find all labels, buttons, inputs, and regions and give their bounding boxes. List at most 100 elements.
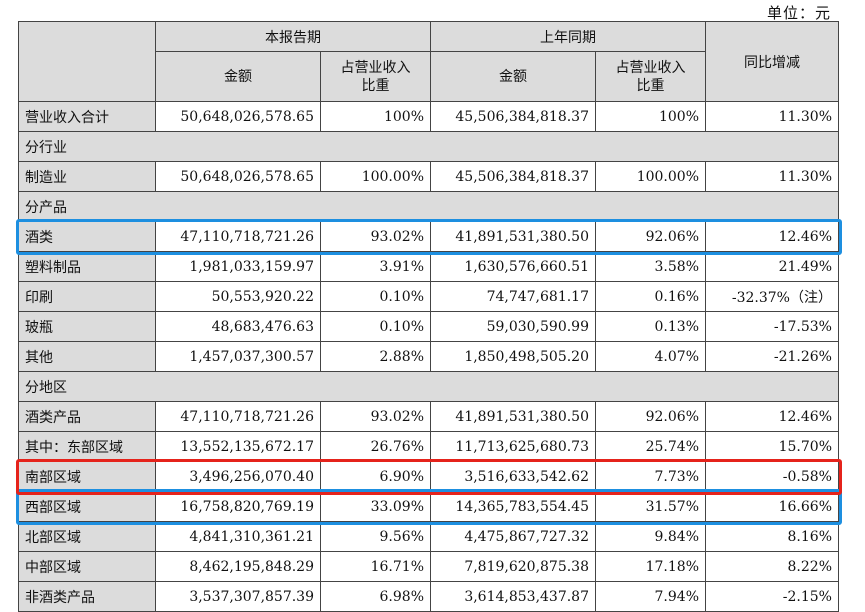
prior-amount-cell: 74,747,681.17 [430,281,596,312]
current-share-cell: 100.00% [320,161,431,192]
share-header-line1: 占营业收入 [340,59,411,76]
row-label: 西部区域 [18,491,156,522]
prior-share-cell: 92.06% [595,221,706,252]
row-label: 酒类 [18,221,156,252]
row-label: 印刷 [18,281,156,312]
prior-share-cell: 92.06% [595,401,706,432]
footnote-clipped [40,594,510,601]
current-amount-cell: 50,648,026,578.65 [155,161,321,192]
prior-share-cell: 17.18% [595,551,706,582]
section-row: 分产品 [18,191,839,222]
yoy-change-cell: 11.30% [705,101,839,132]
row-label: 南部区域 [18,461,156,492]
section-row: 分地区 [18,371,839,402]
yoy-change-cell: 8.22% [705,551,839,582]
prior-amount-cell: 41,891,531,380.50 [430,401,596,432]
prior-amount-cell: 1,630,576,660.51 [430,251,596,282]
yoy-change-cell: -21.26% [705,341,839,372]
current-amount-header: 金额 [155,51,321,102]
current-amount-cell: 4,841,310,361.21 [155,521,321,552]
prior-share-cell: 100% [595,101,706,132]
table-row: 中部区域 8,462,195,848.29 16.71% 7,819,620,875.… [18,551,839,582]
section-label: 分地区 [18,371,839,402]
yoy-change-cell: -32.37%（注） [705,281,839,312]
yoy-change-cell: 15.70% [705,431,839,462]
section-label: 分产品 [18,191,839,222]
table-body: 营业收入合计 50,648,026,578.65 100% 45,506,384,81… [18,101,839,612]
current-share-cell: 2.88% [320,341,431,372]
row-label: 塑料制品 [18,251,156,282]
prior-share-cell: 0.16% [595,281,706,312]
yoy-change-cell: 8.16% [705,521,839,552]
prior-amount-cell: 59,030,590.99 [430,311,596,342]
current-share-cell: 26.76% [320,431,431,462]
table-row: 营业收入合计 50,648,026,578.65 100% 45,506,384,81… [18,101,839,132]
row-label: 营业收入合计 [18,101,156,132]
row-label: 北部区域 [18,521,156,552]
yoy-change-cell: 12.46% [705,221,839,252]
yoy-change-cell: 12.46% [705,401,839,432]
current-amount-cell: 8,462,195,848.29 [155,551,321,582]
current-share-cell: 93.02% [320,221,431,252]
current-share-cell: 16.71% [320,551,431,582]
table-row: 西部区域 16,758,820,769.19 33.09% 14,365,783,55… [18,491,839,522]
current-period-header: 本报告期 [155,21,431,52]
table-row: 其他 1,457,037,300.57 2.88% 1,850,498,505.20 4… [18,341,839,372]
table-row: 酒类产品 47,110,718,721.26 93.02% 41,891,531,38… [18,401,839,432]
current-amount-cell: 13,552,135,672.17 [155,431,321,462]
current-amount-cell: 47,110,718,721.26 [155,221,321,252]
prior-amount-cell: 45,506,384,818.37 [430,101,596,132]
prior-share-cell: 7.73% [595,461,706,492]
unit-label: 单位：元 [766,4,831,22]
current-share-cell: 0.10% [320,281,431,312]
current-amount-cell: 47,110,718,721.26 [155,401,321,432]
prior-amount-cell: 4,475,867,727.32 [430,521,596,552]
prior-share-cell: 3.58% [595,251,706,282]
row-label: 其中：东部区域 [18,431,156,462]
prior-share-cell: 9.84% [595,521,706,552]
share-header-line2: 比重 [361,77,390,94]
table-row: 塑料制品 1,981,033,159.97 3.91% 1,630,576,660.5… [18,251,839,282]
yoy-change-cell: -0.58% [705,461,839,492]
prior-share-cell: 100.00% [595,161,706,192]
table-row: 酒类 47,110,718,721.26 93.02% 41,891,531,380.… [18,221,839,252]
revenue-breakdown-table: 本报告期 上年同期 同比增减 金额 占营业收入 比重 金额 占营业收入 比重 营… [18,21,839,612]
current-share-cell: 9.56% [320,521,431,552]
prior-amount-cell: 7,819,620,875.38 [430,551,596,582]
prior-share-cell: 25.74% [595,431,706,462]
section-label: 分行业 [18,131,839,162]
yoy-change-cell: -2.15% [705,581,839,612]
yoy-change-header: 同比增减 [705,21,839,102]
row-label-header [18,21,156,102]
table-row: 北部区域 4,841,310,361.21 9.56% 4,475,867,727.3… [18,521,839,552]
prior-share-cell: 31.57% [595,491,706,522]
current-amount-cell: 48,683,476.63 [155,311,321,342]
current-share-cell: 33.09% [320,491,431,522]
current-amount-cell: 1,457,037,300.57 [155,341,321,372]
yoy-change-cell: 11.30% [705,161,839,192]
prior-period-header: 上年同期 [430,21,706,52]
table-row: 制造业 50,648,026,578.65 100.00% 45,506,384,81… [18,161,839,192]
share-header-line2: 比重 [636,77,665,94]
current-share-cell: 93.02% [320,401,431,432]
prior-amount-cell: 11,713,625,680.73 [430,431,596,462]
table-row: 南部区域 3,496,256,070.40 6.90% 3,516,633,542.6… [18,461,839,492]
current-share-cell: 100% [320,101,431,132]
current-amount-cell: 50,553,920.22 [155,281,321,312]
prior-amount-cell: 41,891,531,380.50 [430,221,596,252]
current-share-cell: 3.91% [320,251,431,282]
row-label: 玻瓶 [18,311,156,342]
current-share-cell: 0.10% [320,311,431,342]
table-row: 印刷 50,553,920.22 0.10% 74,747,681.17 0.16% -3… [18,281,839,312]
prior-amount-cell: 45,506,384,818.37 [430,161,596,192]
share-header-line1: 占营业收入 [615,59,686,76]
section-row: 分行业 [18,131,839,162]
row-label: 酒类产品 [18,401,156,432]
current-share-cell: 6.90% [320,461,431,492]
prior-amount-cell: 1,850,498,505.20 [430,341,596,372]
prior-share-cell: 7.94% [595,581,706,612]
yoy-change-cell: 16.66% [705,491,839,522]
row-label: 中部区域 [18,551,156,582]
prior-amount-cell: 14,365,783,554.45 [430,491,596,522]
current-amount-cell: 3,496,256,070.40 [155,461,321,492]
